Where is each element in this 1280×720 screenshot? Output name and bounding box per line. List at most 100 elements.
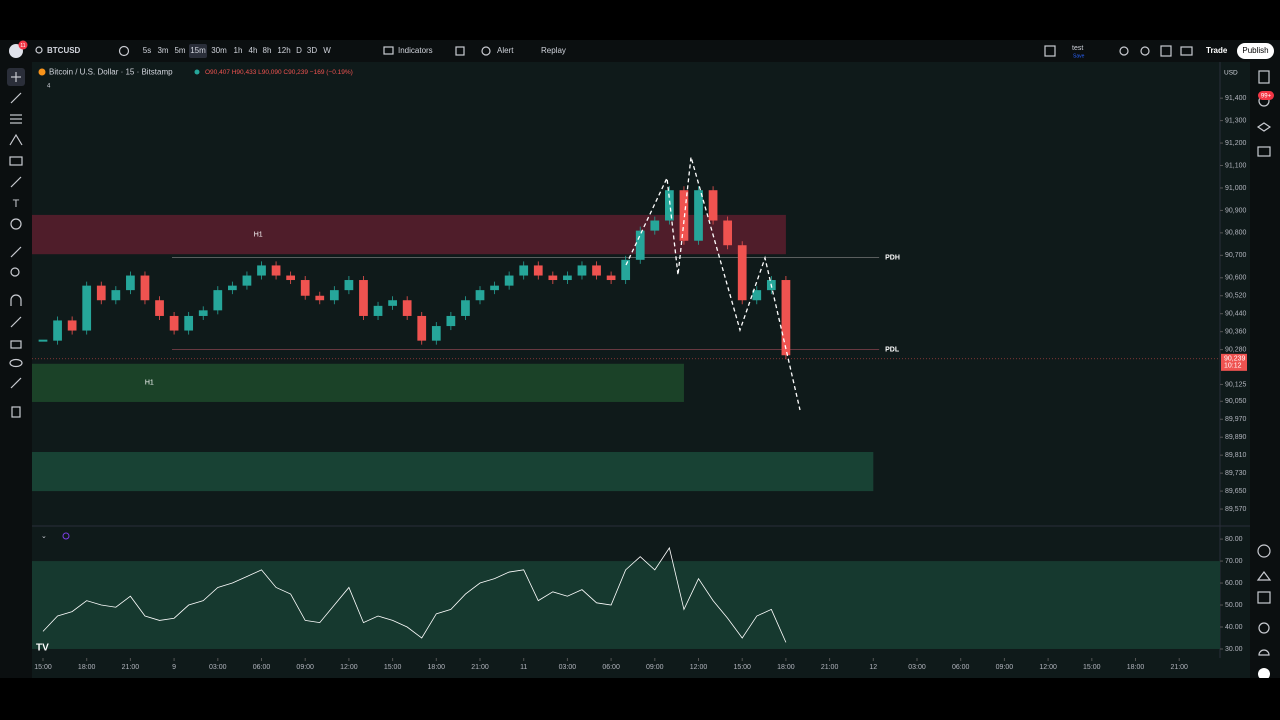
active-interval-bg[interactable] (189, 44, 207, 58)
rsi-collapse[interactable]: ⌄ (41, 533, 47, 540)
layout-icon[interactable] (1044, 45, 1056, 57)
snapshot-button[interactable] (1180, 46, 1193, 56)
alert-button[interactable]: Alert (497, 46, 514, 55)
zone-label: H1 (254, 231, 263, 238)
collapsed-indicators[interactable]: 4 (47, 84, 51, 90)
lock-tool[interactable] (10, 340, 22, 349)
y-tick-label: 89,730 (1225, 470, 1247, 477)
pattern-drawing (625, 156, 801, 411)
candle (315, 295, 325, 301)
help-button[interactable] (1258, 668, 1270, 680)
notifications-button[interactable] (1258, 649, 1270, 656)
ruler-tool[interactable] (10, 246, 22, 258)
notification-badge (18, 40, 28, 50)
interval-button[interactable]: 4h (249, 46, 258, 55)
chat-button[interactable] (1257, 146, 1271, 157)
interval-button[interactable]: 5m (174, 46, 185, 55)
projection-tool[interactable] (9, 156, 23, 166)
candle (431, 326, 441, 341)
tv-logo: TV (36, 643, 49, 654)
x-tick-label: 21:00 (1170, 664, 1188, 671)
countdown-label: 10:12 (1224, 363, 1242, 370)
level-label: PDH (885, 254, 900, 261)
candle (184, 315, 194, 331)
zoom-tool[interactable] (10, 267, 20, 277)
search-button[interactable] (1119, 46, 1129, 56)
interval-button[interactable]: D (296, 46, 302, 55)
link-tool[interactable] (10, 377, 22, 389)
settings-button[interactable] (1140, 46, 1150, 56)
layers-button[interactable] (1256, 122, 1272, 132)
brush-tool[interactable] (10, 176, 22, 188)
candle (111, 290, 121, 301)
candle (227, 285, 237, 291)
rsi-band (32, 561, 1220, 649)
delete-tool[interactable] (11, 406, 21, 418)
drawing-mode-tool[interactable] (10, 316, 22, 328)
candle (402, 300, 412, 316)
target-button[interactable] (1257, 544, 1271, 558)
y-tick-label: 90,520 (1225, 293, 1247, 300)
trade-button[interactable]: Trade (1206, 46, 1228, 55)
watchlist-button[interactable] (1258, 70, 1270, 84)
hide-tool[interactable] (9, 358, 23, 368)
interval-button[interactable]: 30m (211, 46, 227, 55)
interval-bar: 5s 3m 5m 15m 30m 1h 4h 8h 12h D 3D W (143, 44, 331, 58)
save-status[interactable]: Save (1073, 53, 1085, 59)
fullscreen-button[interactable] (1160, 45, 1172, 57)
magnet-tool[interactable] (10, 294, 22, 306)
y-tick-label: 90,700 (1225, 252, 1247, 259)
sidebar-badge-bg (1258, 91, 1274, 100)
candle (504, 275, 514, 286)
candle (198, 310, 208, 316)
x-tick-label: 06:00 (602, 664, 620, 671)
interval-button[interactable]: 8h (263, 46, 272, 55)
text-tool[interactable]: T (13, 198, 20, 210)
x-tick-label: 15:00 (384, 664, 402, 671)
currency[interactable]: USD (1224, 70, 1238, 77)
interval-button[interactable]: 3m (157, 46, 168, 55)
y-tick-label: 89,970 (1225, 416, 1247, 423)
candle (359, 280, 368, 316)
candle (606, 275, 616, 281)
interval-button[interactable]: 5s (143, 46, 151, 55)
y-tick-label: 89,570 (1225, 506, 1247, 513)
compare-button[interactable] (118, 45, 130, 57)
y-tick-label: 90,125 (1225, 381, 1247, 388)
icon-tool[interactable] (10, 218, 22, 230)
layout-name[interactable]: test (1072, 45, 1083, 52)
ideas-button[interactable] (1256, 571, 1272, 581)
candle (621, 259, 631, 281)
interval-button[interactable]: 1h (234, 46, 243, 55)
candle (140, 275, 150, 301)
candle (563, 275, 572, 281)
replay-button[interactable]: Replay (541, 46, 566, 55)
y-tick-label: 40.00 (1225, 624, 1243, 631)
y-tick-label: 91,000 (1225, 185, 1247, 192)
candle (271, 265, 281, 276)
x-tick-label: 21:00 (122, 664, 140, 671)
interval-button[interactable]: 3D (307, 46, 317, 55)
pattern-tool[interactable] (9, 133, 23, 146)
interval-button[interactable]: 12h (277, 46, 290, 55)
y-tick-label: 90,360 (1225, 329, 1247, 336)
series-title: Bitcoin / U.S. Dollar · 15 · Bitstamp (49, 68, 173, 77)
x-tick-label: 18:00 (777, 664, 795, 671)
publish-button-bg[interactable] (1237, 43, 1274, 59)
interval-button[interactable]: W (323, 46, 331, 55)
interval-button[interactable]: 15m (190, 46, 206, 55)
streams-button[interactable] (1258, 622, 1270, 634)
x-tick-label: 03:00 (209, 664, 227, 671)
y-tick-label: 30.00 (1225, 646, 1243, 653)
x-tick-label: 06:00 (952, 664, 970, 671)
templates-button[interactable] (455, 46, 465, 56)
trendline-tool[interactable] (10, 92, 22, 104)
publish-button[interactable]: Publish (1242, 46, 1268, 55)
rsi-settings-icon[interactable] (62, 532, 70, 540)
y-tick-label: 89,890 (1225, 434, 1247, 441)
symbol[interactable]: BTCUSD (47, 46, 81, 55)
indicators-button[interactable]: Indicators (398, 46, 433, 55)
y-tick-label: 91,300 (1225, 117, 1247, 124)
candle (344, 280, 354, 291)
calendar-button[interactable] (1257, 591, 1271, 604)
